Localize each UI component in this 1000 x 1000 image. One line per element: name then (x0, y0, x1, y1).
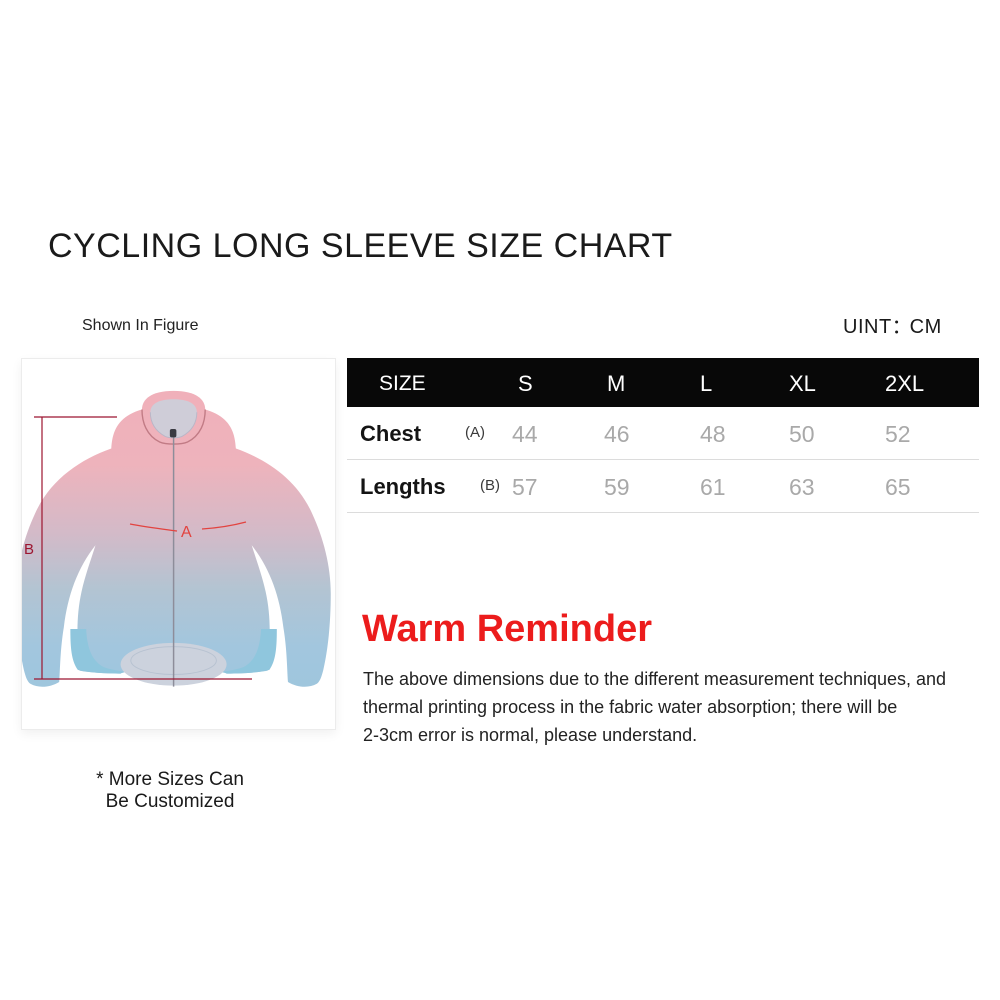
svg-text:A: A (181, 524, 192, 541)
svg-text:B: B (24, 541, 34, 558)
